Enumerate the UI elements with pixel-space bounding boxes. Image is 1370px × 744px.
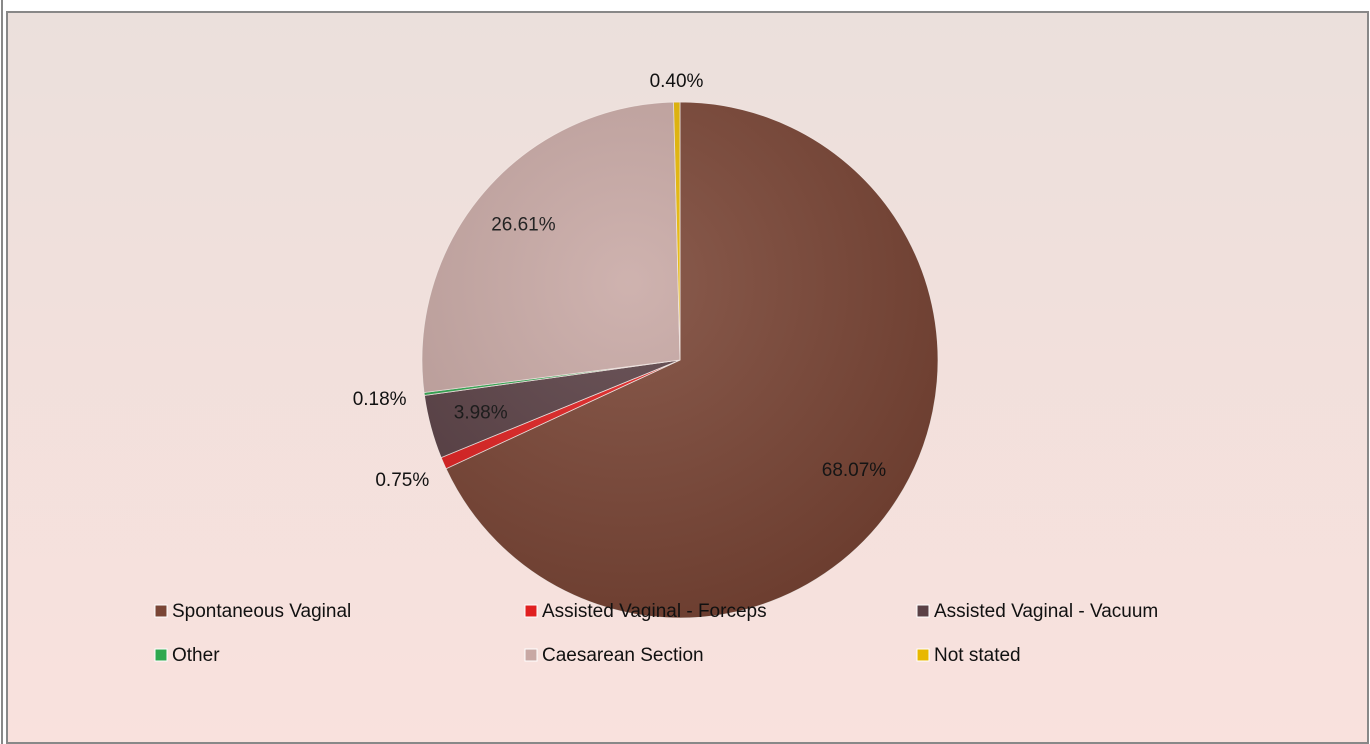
legend-marker bbox=[154, 604, 168, 618]
legend-label: Caesarean Section bbox=[542, 645, 704, 666]
data-label: 26.61% bbox=[491, 215, 556, 236]
legend-label: Other bbox=[172, 645, 220, 666]
legend-marker bbox=[916, 604, 930, 618]
legend-marker bbox=[524, 604, 538, 618]
data-label: 68.07% bbox=[822, 460, 887, 481]
legend-marker bbox=[524, 648, 538, 662]
data-label: 0.18% bbox=[353, 389, 407, 410]
data-label: 0.40% bbox=[650, 71, 704, 92]
legend-label: Spontaneous Vaginal bbox=[172, 601, 351, 622]
legend-label: Assisted Vaginal - Forceps bbox=[542, 601, 767, 622]
legend-label: Assisted Vaginal - Vacuum bbox=[934, 601, 1158, 622]
legend-label: Not stated bbox=[934, 645, 1021, 666]
data-label: 0.75% bbox=[375, 470, 429, 491]
data-label: 3.98% bbox=[454, 403, 508, 424]
legend-marker bbox=[154, 648, 168, 662]
legend-marker bbox=[916, 648, 930, 662]
